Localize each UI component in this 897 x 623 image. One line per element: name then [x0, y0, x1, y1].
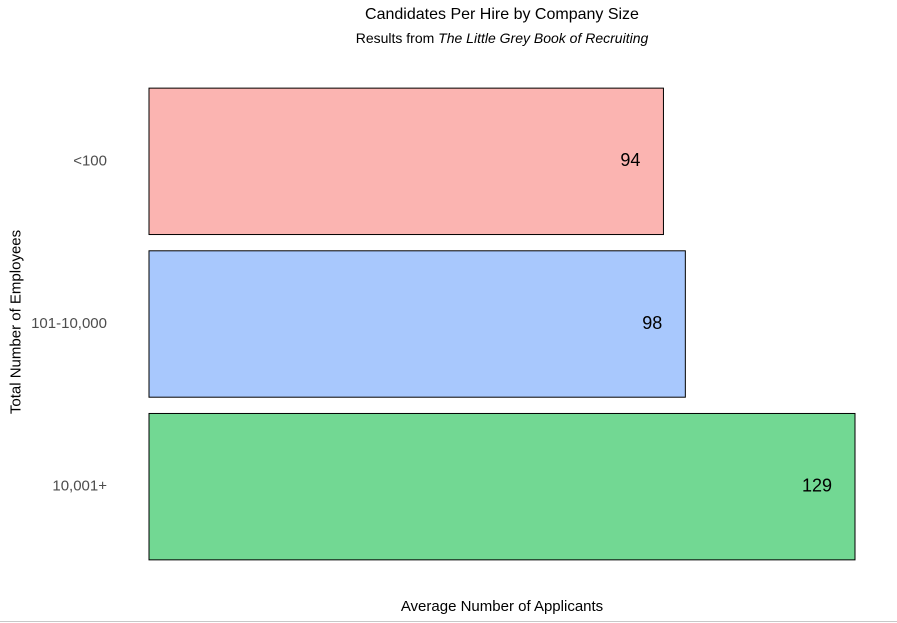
bar-101-10-000: [148, 250, 686, 398]
bottom-divider: [0, 621, 897, 622]
bar-100: [148, 87, 664, 236]
y-tick-label-100: <100: [73, 152, 107, 169]
bar-value-label-10-001: 129: [802, 475, 832, 495]
x-axis-label: Average Number of Applicants: [400, 598, 604, 615]
y-tick-label-101-10-000: 101-10,000: [31, 315, 107, 332]
bar-value-label-100: 94: [620, 150, 640, 170]
bar-value-label-101-10-000: 98: [642, 313, 662, 333]
y-axis-label: Total Number of Employees: [7, 229, 25, 415]
bar-10-001: [148, 412, 856, 561]
chart-title: Candidates Per Hire by Company Size: [365, 6, 639, 23]
subtitle-prefix: Results from: [355, 30, 439, 46]
subtitle-book-title: The Little Grey Book of Recruiting: [438, 30, 649, 46]
chart-subtitle: Results from The Little Grey Book of Rec…: [0, 30, 897, 46]
y-tick-label-10-001: 10,001+: [52, 478, 107, 495]
